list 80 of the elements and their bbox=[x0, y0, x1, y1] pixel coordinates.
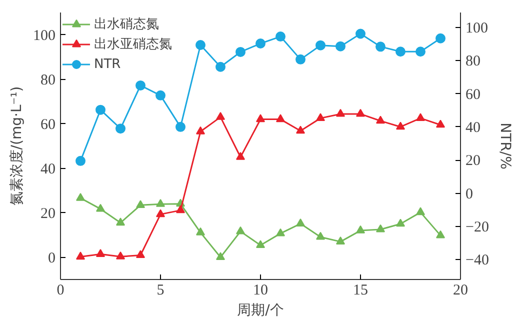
point bbox=[116, 251, 125, 260]
point bbox=[196, 227, 205, 236]
point bbox=[176, 122, 186, 132]
y-tick-label: 60 bbox=[40, 116, 56, 133]
y-tick-label: 80 bbox=[40, 72, 56, 88]
point bbox=[96, 204, 105, 212]
y2-tick-label: −20 bbox=[466, 219, 489, 236]
point bbox=[76, 192, 85, 201]
point bbox=[116, 124, 126, 134]
point bbox=[436, 230, 445, 238]
point bbox=[296, 54, 306, 64]
y-tick-label: 40 bbox=[40, 161, 56, 178]
point bbox=[356, 28, 366, 39]
point bbox=[136, 200, 145, 208]
point bbox=[336, 41, 346, 52]
point bbox=[156, 209, 165, 218]
point bbox=[316, 40, 326, 50]
x-tick-label: 20 bbox=[453, 282, 468, 298]
point bbox=[416, 46, 426, 57]
point bbox=[396, 46, 406, 57]
y2-tick-label: 100 bbox=[466, 20, 488, 36]
point bbox=[296, 218, 305, 226]
legend-label: NTR bbox=[94, 56, 121, 72]
y-tick-label: 100 bbox=[33, 28, 56, 44]
point bbox=[276, 32, 286, 42]
point bbox=[196, 40, 206, 50]
point bbox=[96, 104, 106, 115]
point bbox=[356, 225, 365, 234]
legend-label: 出水亚硝态氮 bbox=[94, 36, 172, 53]
point bbox=[256, 38, 266, 49]
point bbox=[416, 113, 425, 121]
point bbox=[156, 198, 165, 207]
point bbox=[396, 122, 405, 130]
point bbox=[336, 236, 345, 244]
point bbox=[436, 120, 445, 128]
point bbox=[256, 114, 265, 122]
point bbox=[236, 152, 245, 160]
y-tick-label: 20 bbox=[40, 206, 56, 222]
point bbox=[136, 80, 146, 90]
point bbox=[136, 250, 145, 258]
point bbox=[216, 112, 225, 120]
point bbox=[236, 226, 245, 234]
y2-axis-title: NTR/% bbox=[496, 122, 513, 170]
point bbox=[376, 116, 385, 124]
point bbox=[316, 113, 325, 121]
point bbox=[116, 218, 125, 226]
y-axis-title: 氮素浓度/(mg·L⁻¹) bbox=[9, 86, 25, 206]
point bbox=[376, 42, 386, 52]
point bbox=[356, 108, 365, 117]
x-axis-title: 周期/个 bbox=[237, 302, 284, 318]
point bbox=[76, 252, 85, 260]
point bbox=[276, 114, 285, 122]
point bbox=[396, 218, 405, 227]
point bbox=[436, 33, 446, 44]
y-tick-label: 0 bbox=[48, 250, 56, 266]
point bbox=[176, 205, 185, 214]
y2-tick-label: 40 bbox=[466, 120, 480, 136]
y2-tick-label: 80 bbox=[466, 54, 480, 70]
x-tick-label: 10 bbox=[253, 282, 268, 298]
y2-tick-label: 0 bbox=[466, 186, 473, 202]
point bbox=[416, 207, 425, 216]
point bbox=[96, 249, 105, 257]
point bbox=[216, 62, 226, 72]
point bbox=[336, 108, 345, 117]
point bbox=[296, 126, 305, 134]
legend-label: 出水硝态氮 bbox=[94, 16, 159, 33]
point bbox=[76, 156, 86, 166]
point bbox=[156, 90, 166, 100]
x-tick-label: 15 bbox=[353, 282, 368, 298]
point bbox=[276, 228, 285, 236]
point bbox=[316, 232, 325, 240]
y2-tick-label: 20 bbox=[466, 153, 480, 170]
x-tick-label: 5 bbox=[156, 282, 164, 298]
point bbox=[376, 224, 385, 232]
y2-tick-label: −40 bbox=[466, 252, 489, 269]
point bbox=[256, 240, 265, 248]
point bbox=[236, 46, 246, 57]
point bbox=[196, 126, 205, 134]
y2-tick-label: 60 bbox=[466, 86, 480, 103]
point bbox=[216, 252, 225, 260]
